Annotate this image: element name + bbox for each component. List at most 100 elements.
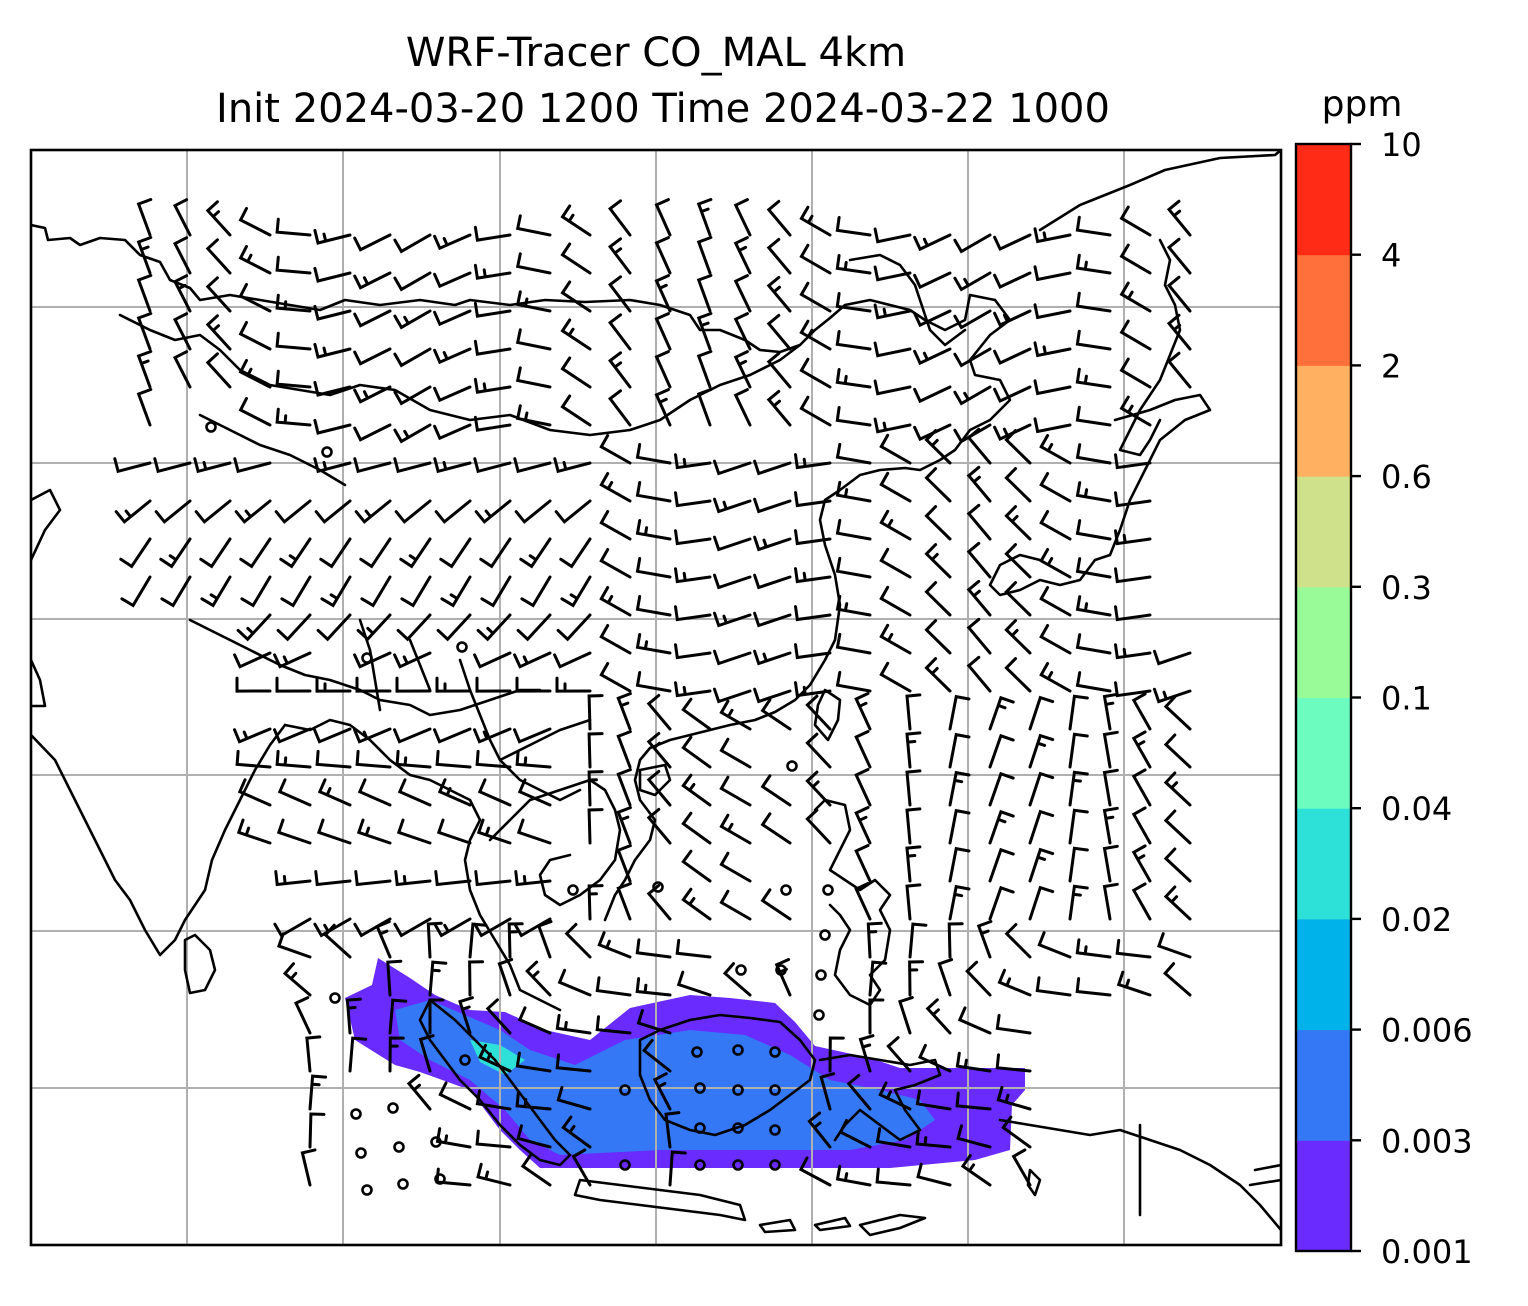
wind-barb	[955, 1091, 992, 1111]
wind-barb	[1102, 768, 1119, 807]
calm-marker	[205, 421, 217, 433]
india-coastline	[31, 488, 287, 957]
wind-barb	[560, 356, 592, 389]
wind-barb	[753, 611, 792, 628]
wind-barb	[1131, 844, 1152, 883]
wind-barb	[966, 617, 992, 655]
wind-barb	[1114, 605, 1152, 622]
wind-barb	[1131, 806, 1152, 845]
taiwan-coastline	[813, 688, 842, 742]
wind-barb	[918, 1043, 952, 1073]
wind-barb	[733, 350, 752, 389]
wind-barb	[1033, 341, 1072, 358]
wind-barb	[1102, 692, 1119, 731]
wind-barb	[996, 1085, 1032, 1111]
wind-barb	[473, 917, 512, 938]
wind-barb	[608, 199, 632, 237]
wind-barb	[866, 921, 883, 959]
wind-barb	[799, 357, 832, 389]
wind-barb	[515, 328, 552, 351]
wind-barb	[313, 418, 352, 435]
wind-barb	[308, 1112, 326, 1149]
wind-barb	[275, 369, 312, 389]
wind-barb	[616, 806, 632, 845]
wind-barb	[1102, 844, 1119, 883]
wind-barb	[713, 535, 752, 552]
wind-barb	[356, 613, 392, 642]
wind-barb	[513, 727, 552, 744]
wind-barb	[473, 301, 512, 318]
wind-barb	[641, 1038, 672, 1073]
wind-barb	[599, 510, 632, 541]
wind-barb	[238, 396, 272, 427]
wind-barb	[476, 1162, 512, 1187]
wind-barb	[480, 575, 512, 608]
java-coastline	[573, 1178, 747, 1222]
wind-barb	[966, 541, 992, 579]
wind-barb	[599, 662, 632, 693]
colorbar-segment	[1296, 586, 1351, 698]
wind-barb	[434, 870, 472, 887]
wind-barb	[555, 676, 592, 693]
wind-barb	[517, 778, 552, 807]
philippines-coastline	[813, 798, 892, 1007]
wind-barb	[879, 509, 912, 541]
wind-barb	[819, 1072, 836, 1111]
wind-barb	[235, 676, 272, 693]
wind-barb	[1039, 510, 1072, 541]
wind-barb	[733, 198, 752, 237]
wind-barb	[393, 457, 432, 474]
wind-barb	[1119, 319, 1152, 351]
wind-barb	[733, 312, 752, 351]
wind-barb	[473, 263, 512, 280]
wind-barb	[433, 457, 472, 474]
colorbar-tick-label: 0.04	[1381, 790, 1452, 828]
wind-barb	[635, 481, 672, 503]
wind-barb	[873, 227, 912, 244]
wind-barb	[835, 632, 872, 655]
wind-barb	[835, 1164, 872, 1187]
wind-barb	[1102, 882, 1119, 921]
wind-barb	[353, 385, 392, 404]
wind-barb	[948, 808, 971, 845]
map-title-line2: Init 2024-03-20 1200 Time 2024-03-22 100…	[216, 86, 1110, 132]
colorbar-units-label: ppm	[1322, 84, 1403, 125]
wind-barb	[560, 204, 592, 237]
wind-barb	[915, 1089, 952, 1111]
wind-barb	[766, 313, 792, 351]
wind-barb	[835, 216, 872, 237]
wind-barb	[948, 846, 971, 883]
calm-marker	[350, 1108, 362, 1120]
wind-barbs	[113, 198, 1192, 1187]
wind-barb	[988, 771, 1015, 807]
calm-marker	[822, 884, 834, 896]
wind-barb	[733, 236, 752, 275]
wind-barb	[599, 548, 632, 579]
wind-barb	[234, 499, 272, 524]
wind-barb	[1131, 692, 1152, 731]
wind-barb	[1068, 732, 1089, 769]
wind-barb	[879, 661, 912, 693]
wind-barb	[1028, 885, 1055, 921]
wind-barb	[1156, 932, 1192, 959]
wind-barb	[314, 870, 352, 887]
calm-marker	[694, 1122, 706, 1134]
wind-barb	[1131, 882, 1152, 921]
wind-barb	[873, 379, 912, 396]
wind-barb	[473, 377, 512, 394]
wind-barb	[925, 998, 952, 1035]
wind-barb	[199, 537, 232, 569]
wind-barb	[924, 543, 952, 579]
wind-barb	[276, 818, 312, 845]
wind-barb	[616, 768, 632, 807]
wind-barb	[1116, 970, 1152, 997]
wind-barb	[835, 442, 872, 465]
wind-barb	[357, 778, 392, 807]
colorbar-tick-label: 2	[1381, 347, 1401, 385]
wind-barb	[514, 870, 552, 887]
colorbar-segment	[1296, 144, 1351, 256]
wind-barb	[1115, 938, 1152, 959]
wind-barb	[995, 1013, 1032, 1035]
wind-barb	[915, 1129, 952, 1149]
wind-barb	[1163, 885, 1192, 921]
